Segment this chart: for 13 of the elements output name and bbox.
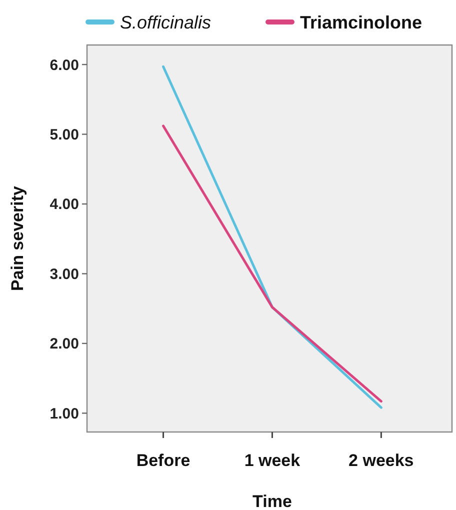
y-tick-label: 6.00	[50, 56, 79, 74]
x-tick-label: 2 weeks	[348, 451, 414, 470]
legend-label: Triamcinolone	[300, 12, 422, 32]
y-tick-label: 5.00	[50, 126, 79, 144]
x-tick-label: Before	[136, 451, 190, 470]
x-tick-label: 1 week	[244, 451, 301, 470]
y-tick-label: 4.00	[50, 196, 79, 214]
y-tick-label: 2.00	[50, 336, 79, 353]
y-tick-label: 3.00	[50, 266, 79, 283]
x-axis-title: Time	[252, 492, 292, 510]
y-axis-title: Pain severity	[8, 186, 27, 291]
y-tick-label: 1.00	[50, 405, 79, 422]
legend-label: S.officinalis	[120, 12, 212, 32]
